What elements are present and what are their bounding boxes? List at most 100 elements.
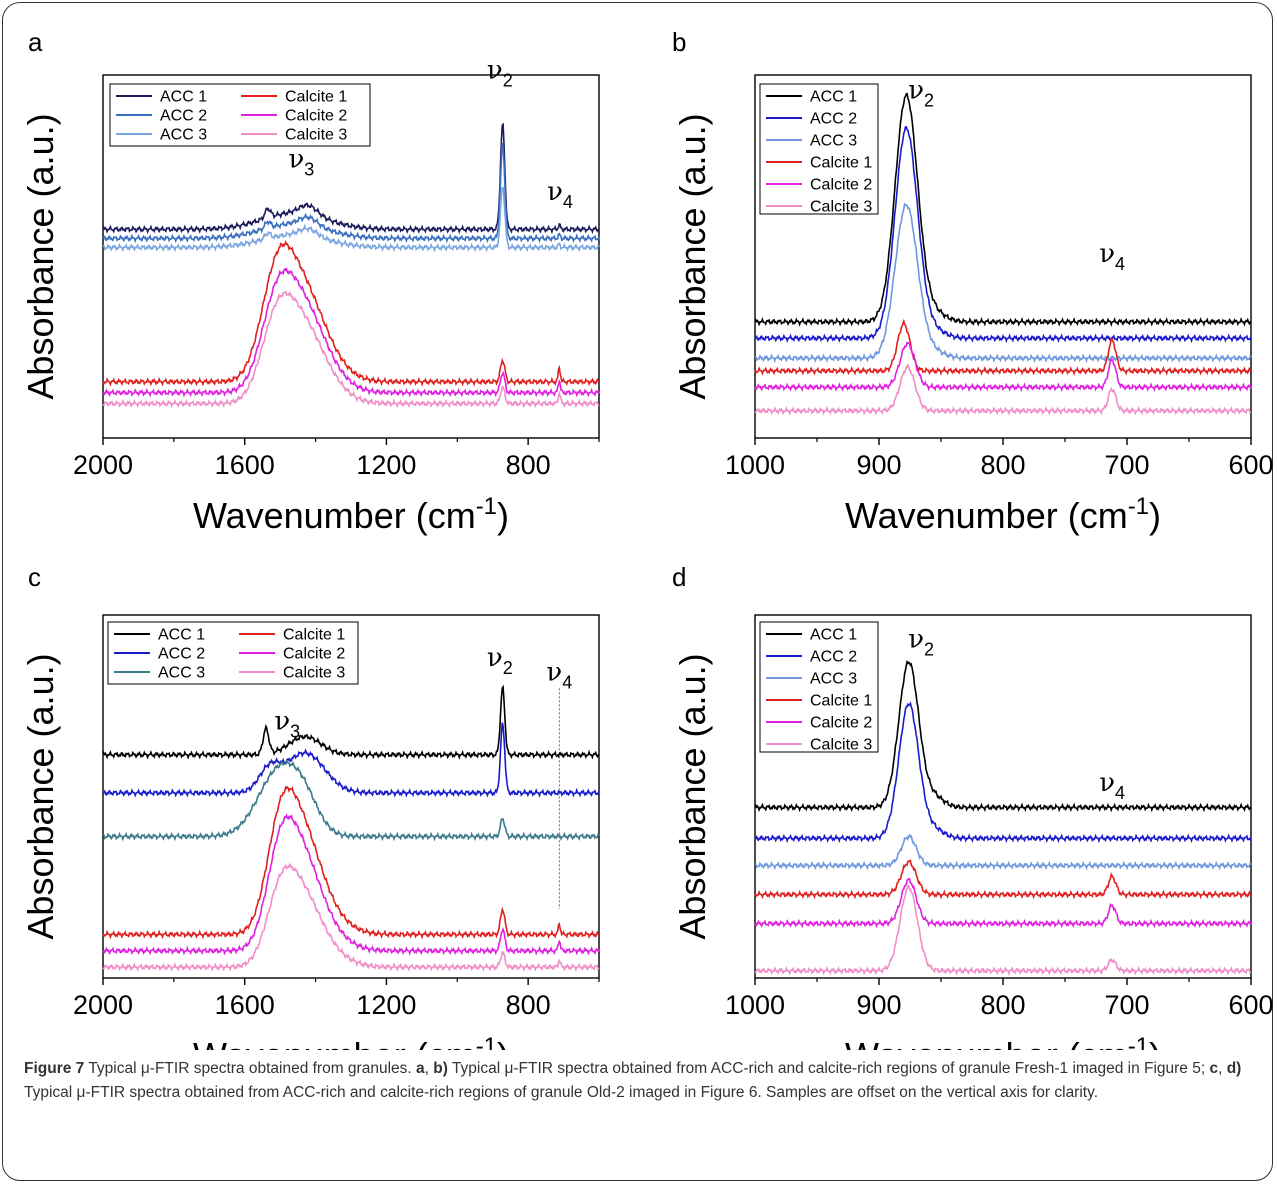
panel-label-d: d — [672, 562, 686, 592]
x-tick-label-d: 900 — [856, 990, 901, 1020]
peak-annotation-sub: 4 — [1115, 254, 1125, 274]
legend-label-c: Calcite 3 — [283, 665, 345, 682]
legend-label-b: Calcite 2 — [810, 177, 872, 194]
peak-annotation-sub: 4 — [562, 672, 572, 692]
peak-annotation-c: ν2 — [487, 643, 513, 678]
peak-annotation-sub: 4 — [1115, 783, 1125, 803]
legend-label-a: ACC 2 — [160, 108, 207, 125]
legend-label-a: ACC 1 — [160, 89, 207, 106]
peak-annotation-sub: 2 — [503, 71, 513, 91]
peak-annotation-b: ν2 — [908, 76, 934, 111]
series-line-a-calcite-2 — [102, 267, 600, 398]
y-axis-label-a: Absorbance (a.u.) — [20, 113, 61, 399]
series-line-a-calcite-3 — [102, 290, 600, 409]
x-tick-label-d: 1000 — [725, 990, 785, 1020]
legend-label-d: ACC 2 — [810, 649, 857, 666]
series-line-c-acc-3 — [102, 758, 600, 842]
peak-annotation-a: ν2 — [487, 56, 513, 91]
figure-label: Figure 7 — [24, 1060, 85, 1077]
series-line-b-acc-1 — [754, 92, 1252, 327]
peak-annotation-base: ν — [546, 657, 562, 687]
legend-label-c: Calcite 1 — [283, 627, 345, 644]
x-tick-label-c: 800 — [506, 990, 551, 1020]
x-tick-label-c: 1200 — [356, 990, 416, 1020]
series-line-b-calcite-3 — [754, 363, 1252, 416]
x-axis-label-sup: -1 — [1128, 1033, 1149, 1050]
x-tick-label-a: 2000 — [73, 450, 133, 480]
x-axis-label-sup: -1 — [1128, 493, 1149, 520]
x-tick-label-d: 800 — [980, 990, 1025, 1020]
legend-box-a — [109, 83, 371, 147]
x-tick-label-b: 700 — [1104, 450, 1149, 480]
y-axis-label-c: Absorbance (a.u.) — [20, 653, 61, 939]
legend-label-a: Calcite 1 — [285, 89, 347, 106]
series-line-b-acc-3 — [754, 202, 1252, 364]
peak-annotation-sub: 2 — [503, 658, 513, 678]
x-tick-label-b: 800 — [980, 450, 1025, 480]
panel-d: 1000 900 800 700 600 Wavenumber (cm-1) Absorba… — [672, 614, 1274, 1050]
peak-annotation-base: ν — [487, 56, 503, 86]
series-line-d-calcite-3 — [754, 884, 1252, 976]
x-axis-label-main: Wavenumber (cm — [845, 1035, 1128, 1050]
series-line-a-calcite-1 — [102, 239, 600, 387]
x-tick-label-d: 600 — [1228, 990, 1273, 1020]
series-line-c-calcite-1 — [102, 785, 600, 940]
series-line-b-calcite-1 — [754, 318, 1252, 376]
series-line-d-calcite-1 — [754, 859, 1252, 900]
peak-annotation-a: ν4 — [547, 177, 573, 212]
x-tick-label-a: 1600 — [215, 450, 275, 480]
legend-label-d: ACC 1 — [810, 627, 857, 644]
peak-annotation-b: ν4 — [1099, 239, 1125, 274]
legend-label-b: Calcite 3 — [810, 199, 872, 216]
series-line-c-acc-1 — [102, 684, 600, 760]
peak-annotation-base: ν — [908, 625, 924, 655]
peak-annotation-base: ν — [487, 643, 503, 673]
y-axis-label-d: Absorbance (a.u.) — [672, 653, 713, 939]
legend-label-d: ACC 3 — [810, 671, 857, 688]
caption-ref-c: c — [1209, 1060, 1219, 1077]
peak-annotation-base: ν — [288, 145, 304, 175]
x-axis-label-main: Wavenumber (cm — [845, 495, 1128, 536]
x-axis-label-main: Wavenumber (cm — [193, 1035, 476, 1050]
peak-annotation-base: ν — [547, 177, 563, 207]
legend-label-c: ACC 3 — [158, 665, 205, 682]
x-axis-label-end: ) — [1149, 1035, 1161, 1050]
legend-label-a: Calcite 2 — [285, 108, 347, 125]
x-axis-label-end: ) — [497, 495, 509, 536]
caption-text-1: Typical μ-FTIR spectra obtained from gra… — [84, 1060, 416, 1077]
x-axis-label-sup: -1 — [476, 493, 497, 520]
x-tick-label-a: 800 — [506, 450, 551, 480]
legend-label-a: Calcite 3 — [285, 127, 347, 144]
panel-label-b: b — [672, 27, 686, 57]
peak-annotation-a: ν3 — [288, 145, 314, 180]
series-line-d-calcite-2 — [754, 877, 1252, 929]
panel-c: 2000 1600 1200 800 Wavenumber (cm-1) Absorban… — [20, 614, 600, 1050]
peak-annotation-base: ν — [908, 76, 924, 106]
series-line-d-acc-2 — [754, 701, 1252, 844]
x-axis-label-a: Wavenumber (cm-1) — [193, 493, 509, 536]
x-tick-label-a: 1200 — [356, 450, 416, 480]
peak-annotation-base: ν — [1099, 239, 1115, 269]
caption-ref-b: b) — [433, 1060, 448, 1077]
x-tick-label-b: 1000 — [725, 450, 785, 480]
peak-annotation-d: ν4 — [1099, 768, 1125, 803]
caption-text-2: Typical μ-FTIR spectra obtained from ACC… — [447, 1060, 1210, 1077]
series-line-d-acc-1 — [754, 659, 1252, 813]
caption-sep-2: , — [1218, 1060, 1227, 1077]
legend-label-a: ACC 3 — [160, 127, 207, 144]
peak-annotation-sub: 2 — [924, 640, 934, 660]
peak-annotation-base: ν — [1099, 768, 1115, 798]
legend-label-c: Calcite 2 — [283, 646, 345, 663]
x-axis-label-sup: -1 — [476, 1033, 497, 1050]
panel-b: 1000 900 800 700 600 Wavenumber (cm-1) Absorba… — [672, 74, 1274, 536]
peak-annotation-sub: 3 — [290, 721, 300, 741]
peak-annotation-base: ν — [274, 706, 290, 736]
series-line-c-calcite-2 — [102, 813, 600, 956]
x-axis-label-c: Wavenumber (cm-1) — [193, 1033, 509, 1050]
x-tick-label-d: 700 — [1104, 990, 1149, 1020]
series-line-b-acc-2 — [754, 126, 1252, 344]
x-tick-label-b: 600 — [1228, 450, 1273, 480]
series-line-c-calcite-3 — [102, 862, 600, 972]
legend-label-b: ACC 2 — [810, 111, 857, 128]
